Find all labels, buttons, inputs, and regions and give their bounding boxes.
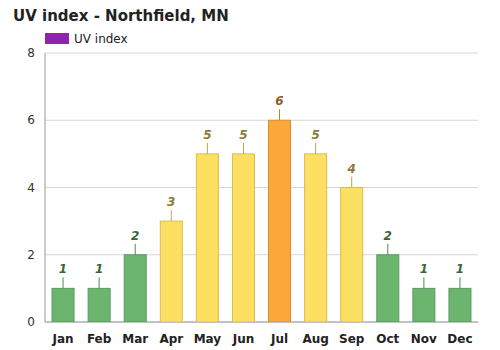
x-tick-label: May: [194, 332, 222, 346]
y-tick-label: 0: [27, 315, 35, 329]
legend-label: UV index: [74, 32, 128, 46]
grid-line: [45, 120, 478, 121]
bar: [88, 288, 110, 322]
bar: [124, 255, 146, 322]
label-leader: [135, 244, 136, 255]
data-label: 1: [59, 262, 67, 276]
y-tick-label: 4: [27, 181, 35, 195]
x-tick-label: Jan: [51, 332, 73, 346]
y-axis: [45, 53, 46, 322]
data-label: 5: [203, 128, 211, 142]
title: UV index - Northfield, MN: [13, 7, 229, 25]
chart: UV index - Northfield, MN UV index 0 2 4 6 8 1 1…: [0, 0, 500, 350]
label-leader: [387, 244, 388, 255]
bar: [160, 221, 182, 322]
data-label: 1: [456, 262, 464, 276]
bar: [196, 154, 218, 322]
y-tick-label: 2: [27, 248, 35, 262]
bar: [413, 288, 435, 322]
bar: [232, 154, 254, 322]
x-tick-label: Feb: [87, 332, 112, 346]
bar: [269, 120, 291, 322]
label-leader: [423, 277, 424, 288]
x-tick-label: Sep: [339, 332, 365, 346]
label-leader: [279, 109, 280, 120]
bars: [52, 120, 471, 322]
label-leader: [351, 177, 352, 188]
data-label: 1: [420, 262, 428, 276]
x-tick-label: Apr: [159, 332, 183, 346]
x-tick-label: Jun: [232, 332, 255, 346]
grid-line: [45, 53, 478, 54]
x-tick-label: Mar: [122, 332, 148, 346]
data-label: 6: [275, 94, 283, 108]
grid-line: [45, 254, 478, 255]
label-leader: [207, 143, 208, 154]
label-leader: [99, 277, 100, 288]
data-label: 5: [239, 128, 247, 142]
grid-line: [45, 187, 478, 188]
y-tick-label: 6: [27, 113, 35, 127]
data-label: 5: [311, 128, 319, 142]
data-label: 3: [167, 195, 175, 209]
data-label: 1: [95, 262, 103, 276]
data-label: 4: [347, 162, 356, 176]
label-leader: [63, 277, 64, 288]
bar: [377, 255, 399, 322]
data-label: 2: [131, 229, 139, 243]
x-tick-label: Jul: [270, 332, 288, 346]
bar: [449, 288, 471, 322]
data-label: 2: [384, 229, 392, 243]
label-leader: [315, 143, 316, 154]
x-tick-label: Oct: [376, 332, 399, 346]
bar: [341, 188, 363, 323]
x-tick-label: Dec: [447, 332, 472, 346]
label-leader: [171, 210, 172, 221]
label-leader: [459, 277, 460, 288]
x-tick-label: Aug: [302, 332, 328, 346]
label-leader: [243, 143, 244, 154]
bar: [52, 288, 74, 322]
bar: [305, 154, 327, 322]
y-tick-label: 8: [27, 46, 35, 60]
x-tick-label: Nov: [411, 332, 437, 346]
legend-swatch: [45, 33, 69, 44]
